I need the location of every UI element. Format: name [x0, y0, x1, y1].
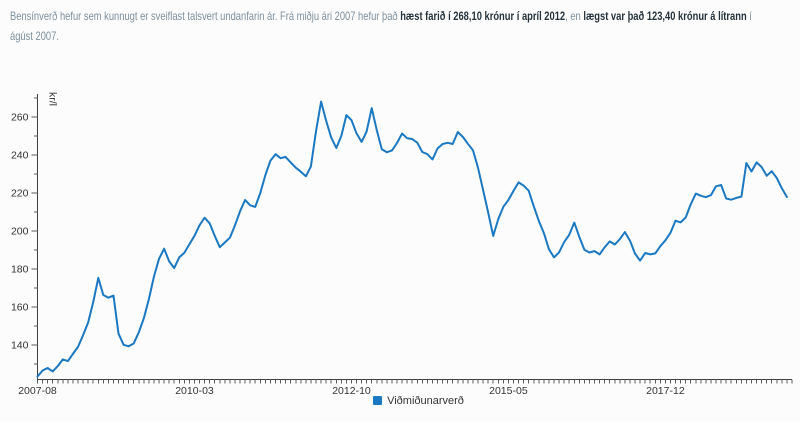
- svg-text:200: 200: [11, 226, 29, 238]
- svg-text:160: 160: [11, 302, 29, 314]
- y-axis-unit-label: kr/l: [47, 92, 59, 106]
- legend-swatch-icon: [373, 396, 383, 405]
- svg-text:2007-08: 2007-08: [18, 385, 57, 397]
- x-axis-labels: 2007-08 2010-03 2012-10 2015-05 2017-12: [18, 385, 685, 397]
- svg-text:260: 260: [11, 112, 29, 124]
- svg-text:180: 180: [11, 264, 29, 276]
- description-paragraph: Bensínverð hefur sem kunnugt er sveiflas…: [10, 9, 752, 43]
- axes: 140 160 180 200 220 240 260: [11, 94, 793, 384]
- svg-text:2012-10: 2012-10: [332, 385, 371, 397]
- svg-text:2015-05: 2015-05: [489, 385, 528, 397]
- svg-text:240: 240: [11, 150, 29, 162]
- svg-text:220: 220: [11, 188, 29, 200]
- svg-text:140: 140: [11, 340, 29, 352]
- price-series-line: [36, 100, 788, 378]
- svg-text:2017-12: 2017-12: [646, 385, 685, 397]
- legend: Viðmiðunarverð: [37, 395, 800, 407]
- legend-label: Viðmiðunarverð: [387, 395, 464, 407]
- svg-text:2010-03: 2010-03: [175, 385, 214, 397]
